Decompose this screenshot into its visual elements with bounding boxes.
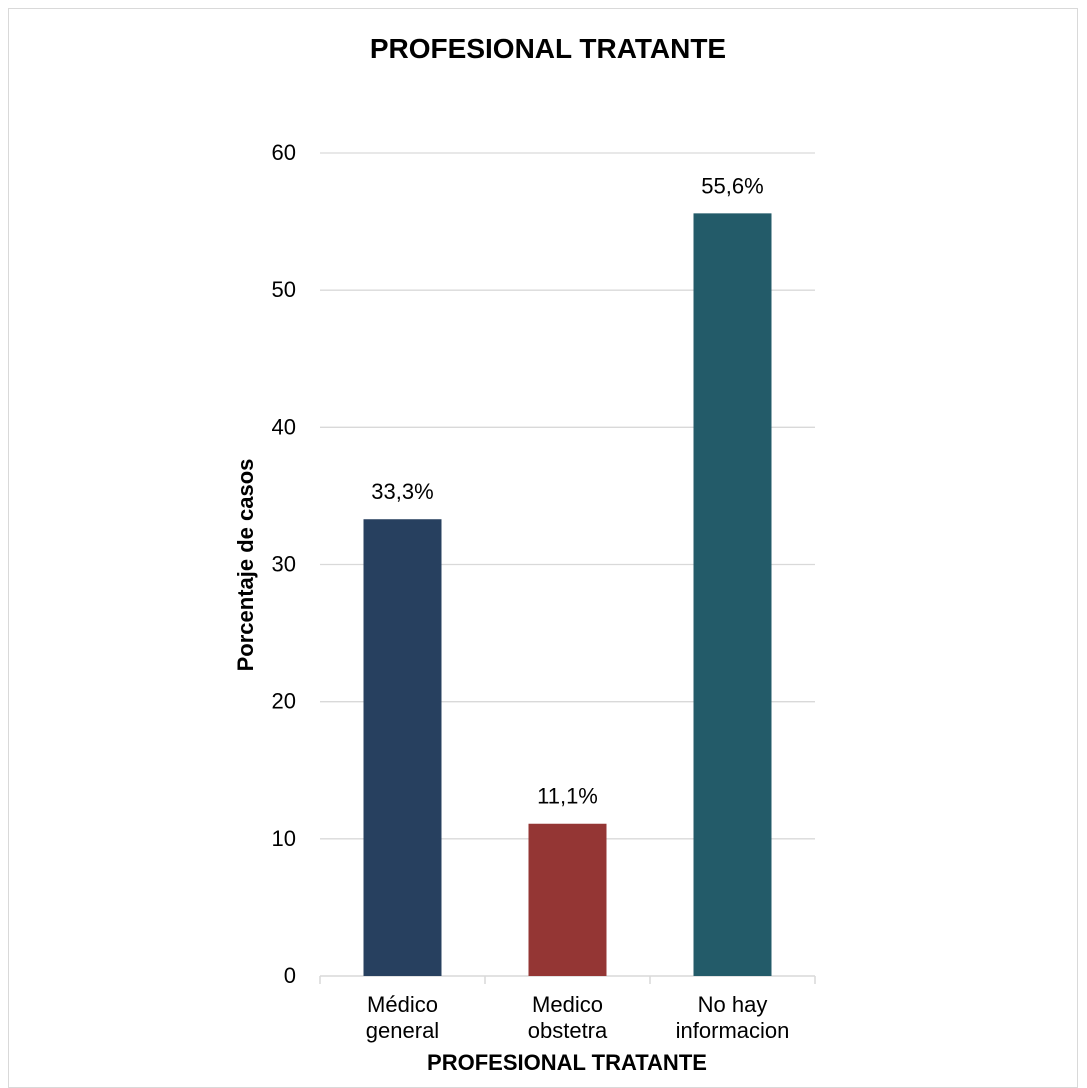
x-tick-label: No hay informacion bbox=[676, 992, 790, 1043]
bar bbox=[363, 519, 442, 976]
data-label: 33,3% bbox=[371, 479, 433, 504]
x-axis-title: PROFESIONAL TRATANTE bbox=[427, 1050, 707, 1075]
y-tick-label: 0 bbox=[284, 963, 296, 988]
y-tick-label: 50 bbox=[272, 277, 296, 302]
y-tick-label: 40 bbox=[272, 414, 296, 439]
y-tick-label: 60 bbox=[272, 140, 296, 165]
data-label: 11,1% bbox=[537, 784, 598, 809]
x-tick-label: Medico obstetra bbox=[528, 992, 608, 1043]
y-tick-label: 30 bbox=[272, 552, 296, 577]
y-axis-title: Porcentaje de casos bbox=[233, 459, 258, 672]
y-tick-label: 10 bbox=[272, 826, 296, 851]
x-tick-label: Médico general bbox=[366, 992, 439, 1043]
data-label: 55,6% bbox=[701, 173, 763, 198]
axes bbox=[319, 975, 816, 984]
chart-title: PROFESIONAL TRATANTE bbox=[370, 33, 726, 64]
bar bbox=[693, 213, 772, 976]
y-tick-label: 20 bbox=[272, 689, 296, 714]
tick-labels: 0 10 20 30 40 50 60 Médico general Medico obstetra… bbox=[272, 140, 790, 1043]
bar bbox=[528, 823, 607, 976]
bars: 33,3% 11,1% 55,6% bbox=[363, 173, 772, 976]
